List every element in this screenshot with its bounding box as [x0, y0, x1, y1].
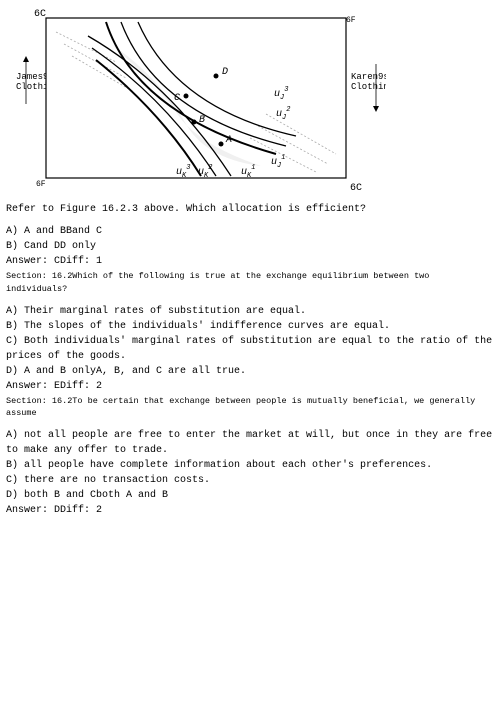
q1-answer: Answer: CDiff: 1 — [6, 254, 494, 269]
right-axis-bot: Clothing — [351, 82, 386, 92]
q2-opt-c: C) Both individuals' marginal rates of s… — [6, 334, 494, 364]
label-6f-bl: 6F — [36, 180, 46, 189]
edgeworth-box — [46, 18, 346, 178]
label-d: D — [222, 67, 228, 78]
label-6c-tl: 6C — [34, 9, 46, 20]
q2-section: Section: 16.2To be certain that exchange… — [6, 395, 494, 421]
q2-opt-a: A) Their marginal rates of substitution … — [6, 304, 494, 319]
label-a: A — [225, 135, 232, 146]
edgeworth-svg: 6C 6C 6F 6F James9s Clothing Karen9s Clo… — [16, 4, 386, 194]
label-b: B — [199, 115, 205, 126]
q1-section: Section: 16.2Which of the following is t… — [6, 270, 494, 296]
label-6c-br: 6C — [350, 183, 362, 194]
q1-text: Refer to Figure 16.2.3 above. Which allo… — [6, 202, 494, 217]
point-b — [192, 120, 197, 125]
point-a — [219, 142, 224, 147]
q3-opt-b: B) all people have complete information … — [6, 458, 494, 473]
q3-opt-d: D) both B and Cboth A and B — [6, 488, 494, 503]
q1-opt-a: A) A and BBand C — [6, 224, 494, 239]
q3-opt-c: C) there are no transaction costs. — [6, 473, 494, 488]
label-6f-tr: 6F — [346, 16, 356, 25]
right-axis-top: Karen9s — [351, 72, 386, 82]
point-d — [214, 74, 219, 79]
q2-opt-b: B) The slopes of the individuals' indiff… — [6, 319, 494, 334]
q3-answer: Answer: DDiff: 2 — [6, 503, 494, 518]
point-c — [184, 94, 189, 99]
q3-opt-a: A) not all people are free to enter the … — [6, 428, 494, 458]
q1-opt-b: B) Cand DD only — [6, 239, 494, 254]
q2-answer: Answer: EDiff: 2 — [6, 379, 494, 394]
q2-opt-d: D) A and B onlyA, B, and C are all true. — [6, 364, 494, 379]
label-c: C — [174, 93, 180, 104]
edgeworth-figure: 6C 6C 6F 6F James9s Clothing Karen9s Clo… — [16, 4, 494, 200]
